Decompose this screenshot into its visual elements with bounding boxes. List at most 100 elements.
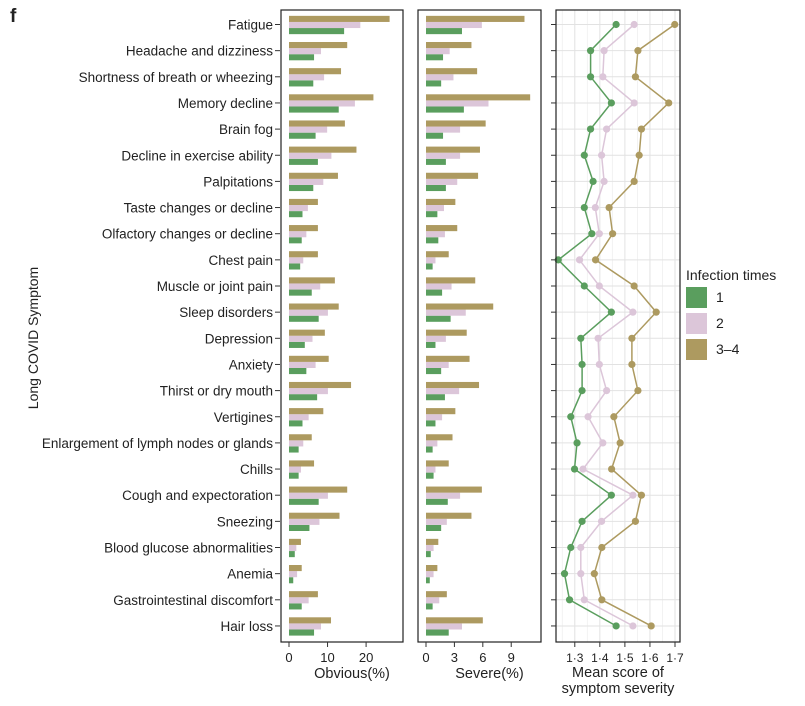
data-point [565, 596, 574, 604]
bar [289, 74, 325, 81]
bar [426, 361, 449, 368]
data-point [580, 151, 588, 159]
bar [289, 394, 318, 401]
legend-label: 1 [716, 289, 724, 305]
series-line [593, 23, 676, 627]
bar [426, 524, 442, 531]
bar [289, 591, 318, 598]
bar [289, 498, 319, 505]
bar [289, 440, 304, 447]
data-point [590, 570, 598, 578]
symptom-label: Blood glucose abnormalities [104, 541, 273, 556]
bar [289, 120, 345, 127]
bar [426, 565, 438, 572]
bar [426, 341, 436, 348]
series-line [578, 23, 636, 627]
bar [289, 544, 297, 552]
data-point [652, 308, 660, 316]
data-point [578, 387, 586, 395]
bar [289, 335, 313, 342]
data-point [628, 334, 636, 342]
bar [289, 341, 305, 348]
bar [289, 315, 319, 322]
bar [289, 466, 301, 473]
x-tick-label: 3 [451, 650, 458, 665]
bar [289, 460, 315, 467]
x-axis-label: Obvious(%) [314, 666, 390, 682]
data-point [671, 20, 679, 29]
x-axis-label: Severe(%) [455, 666, 524, 682]
symptom-label: Shortness of breath or wheezing [79, 70, 273, 85]
symptom-label: Taste changes or decline [124, 201, 273, 216]
symptom-label: Memory decline [178, 96, 273, 111]
legend-label: 3–4 [716, 341, 740, 357]
bar [289, 237, 302, 244]
data-point [573, 439, 581, 447]
bar [289, 355, 329, 362]
bar [426, 368, 442, 375]
data-point [600, 177, 608, 185]
x-tick-label: 6 [479, 650, 486, 665]
x-tick-label: 1·6 [641, 651, 659, 665]
bar [289, 283, 321, 290]
bar [426, 440, 438, 447]
data-point [607, 491, 615, 499]
data-point [591, 256, 600, 264]
bar [289, 329, 325, 336]
symptom-label: Hair loss [220, 619, 273, 634]
data-point [580, 203, 588, 212]
bar [426, 466, 436, 473]
bar [426, 263, 433, 270]
bar [289, 538, 301, 545]
bar [289, 597, 309, 604]
x-tick-label: 1·3 [566, 651, 584, 665]
bar [426, 74, 454, 81]
data-point [610, 413, 618, 421]
bar [289, 211, 303, 218]
bar [426, 198, 456, 205]
bar [426, 603, 433, 610]
data-point [616, 439, 624, 447]
data-point [629, 622, 637, 630]
data-point [609, 230, 617, 238]
symptom-label: Fatigue [228, 18, 273, 33]
bar [289, 414, 309, 421]
bar [426, 591, 447, 598]
symptom-label: Decline in exercise ability [121, 148, 273, 163]
symptom-label: Anxiety [229, 357, 274, 372]
bar [426, 388, 460, 395]
bar [426, 303, 494, 310]
bar [426, 486, 482, 493]
legend-swatch [686, 339, 707, 360]
bar [289, 80, 314, 87]
x-tick-label: 10 [320, 650, 334, 665]
legend: Infection times 1 2 3–4 [686, 267, 776, 360]
data-point [637, 491, 646, 499]
data-point [567, 413, 575, 421]
bar [426, 231, 445, 238]
bar [426, 512, 472, 519]
bar [426, 329, 467, 336]
data-point [577, 334, 585, 342]
bar [426, 146, 480, 153]
bar [426, 597, 440, 604]
bar [426, 158, 446, 165]
bar [426, 152, 461, 159]
data-point [586, 125, 595, 133]
data-point [637, 125, 646, 133]
data-point [595, 230, 603, 238]
bar [289, 178, 324, 185]
panel-frame [280, 9, 404, 643]
data-point [605, 203, 613, 212]
symptom-label: Thirst or dry mouth [160, 384, 273, 399]
bar [426, 48, 450, 55]
data-point [580, 282, 588, 290]
bar [289, 289, 312, 296]
bar [426, 21, 482, 29]
bar [289, 623, 321, 630]
bar [426, 629, 449, 636]
bar [289, 42, 348, 49]
bar [426, 571, 434, 578]
bar [289, 146, 357, 153]
bar [426, 289, 443, 296]
